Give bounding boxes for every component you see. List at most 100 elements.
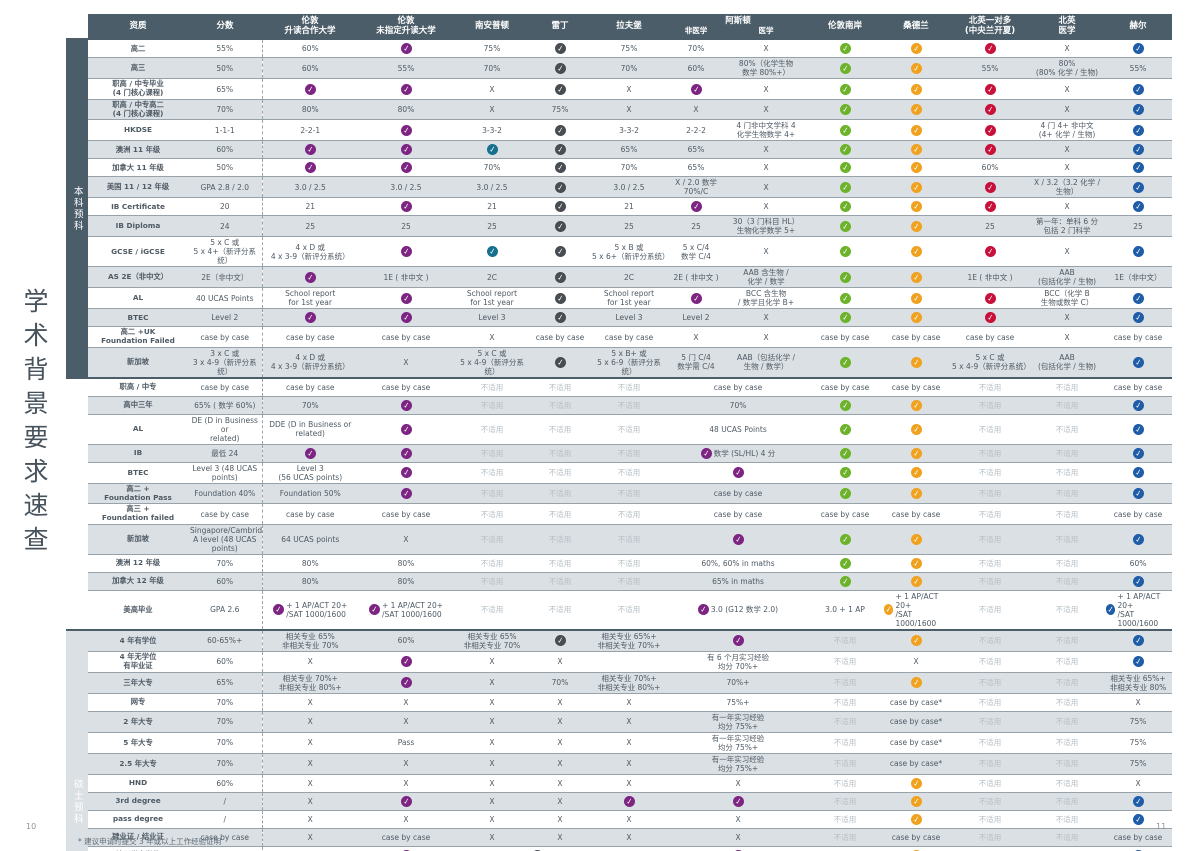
column-header: 分数: [188, 14, 262, 40]
value-cell: School report for 1st year: [261, 287, 358, 310]
value-cell: 60%: [1104, 554, 1173, 573]
cell-content: ✓: [532, 124, 588, 137]
column-header: 伦敦 升读合作大学: [262, 14, 358, 40]
table-row: 三年大专 65% 相关专业 70%+ 非相关专业 80%+ ✓ X 70% 相关专业 70%…: [66, 672, 1173, 694]
table-row: AL 40 UCAS Points School report for 1st ye…: [66, 287, 1173, 310]
value-cell: 70%: [668, 38, 724, 59]
qualification-cell: IB Certificate: [88, 197, 188, 217]
check-icon-or: ✓: [909, 82, 923, 96]
value-cell: X: [724, 308, 809, 328]
value-cell: ✓: [882, 140, 951, 160]
cell-content: ✓: [532, 356, 588, 369]
check-icon-or: ✓: [909, 813, 923, 826]
cell-content: ✓: [884, 143, 948, 157]
value-cell: ✓: [1104, 140, 1173, 160]
value-cell: ✓: [882, 176, 951, 199]
value-cell: X: [1030, 197, 1105, 217]
cell-content: ✓: [884, 533, 948, 546]
value-cell: X: [358, 810, 454, 829]
table-row: 硕士预科 4 年有学位 60-65%+ 相关专业 65% 非相关专业 70% 60% 相关…: [66, 628, 1173, 851]
value-cell: 80%: [261, 572, 358, 591]
value-cell: X: [530, 753, 590, 775]
value-cell: 不适用: [808, 651, 883, 673]
value-cell: X: [454, 651, 530, 673]
check-icon-pu: ✓: [304, 447, 317, 460]
cell-content: ✓: [670, 533, 806, 546]
cell-content: ✓: [810, 62, 880, 75]
value-cell: ✓ + 1 AP/ACT 20+ /SAT 1000/1600: [882, 590, 951, 631]
value-cell: 相关专业 65%+ 非相关专业 80%: [1104, 672, 1173, 694]
value-cell: case by case: [882, 376, 951, 397]
table-row: IB Diploma 24 25 25 25 ✓ 25 25 30（3 门科目 HL） 生物化学…: [66, 215, 1173, 238]
value-cell: case by case: [358, 326, 454, 348]
value-cell: 不适用: [454, 524, 530, 555]
value-cell: X: [261, 774, 358, 793]
value-cell: ✓: [882, 57, 951, 80]
table-row: 2 年大专 70% X X X X X 有一年实习经验 均分 75%+ 不适用 case by c…: [66, 711, 1173, 733]
value-cell: DDE (D in Business or related): [261, 414, 358, 445]
table-row: 职高 / 中专高二 (4 门核心课程) 70% 80% 80% X 75% X X X ✓ ✓ ✓ X ✓: [66, 99, 1173, 121]
value-cell: X: [882, 651, 951, 673]
table-header: 资质 分数 伦敦 升读合作大学 伦敦 未指定升读大学 南安普顿 雷丁 拉夫堡 阿斯顿 伦敦南岸桑…: [66, 14, 1173, 40]
value-cell: 80%: [358, 572, 454, 591]
value-cell: ✓: [950, 78, 1031, 100]
qualification-cell: 新加坡: [88, 347, 188, 379]
table-row: 高中三年 65% ( 数学 60%) 70% ✓ 不适用 不适用 不适用 70% ✓ ✓ 不适用 不适…: [66, 396, 1173, 415]
value-cell: ✓: [808, 57, 883, 80]
cell-content: ✓: [360, 42, 452, 56]
value-cell: X / 3.2（3.2 化学 / 生物）: [1030, 176, 1105, 199]
check-icon-gr: ✓: [838, 292, 852, 305]
cell-content: ✓: [952, 143, 1028, 157]
qualification-cell: 三年大专: [88, 672, 188, 694]
table-row: AL DE (D in Business or related) DDE (D in…: [66, 414, 1173, 445]
qualification-cell: pass degree: [88, 810, 188, 829]
cell-content: ✓: [952, 200, 1028, 214]
value-cell: 70%: [454, 158, 530, 178]
table-row: 职高 / 中专毕业 (4 门核心课程) 65% ✓ ✓ X ✓ X ✓ X ✓ ✓ ✓ X ✓: [66, 78, 1173, 100]
qualification-cell: 职高 / 中专毕业 (4 门核心课程): [88, 78, 188, 100]
check-icon-pu: ✓: [399, 42, 413, 56]
value-cell: 不适用: [530, 554, 590, 573]
cell-content: ✓: [1106, 795, 1170, 808]
value-cell: 65%: [188, 78, 262, 100]
value-cell: 不适用: [590, 444, 668, 463]
value-cell: ✓: [950, 236, 1031, 268]
cell-content: ✓: [1106, 292, 1170, 305]
value-cell: School report for 1st year: [454, 287, 530, 310]
check-icon-bl: ✓: [1131, 311, 1145, 325]
value-cell: ✓: [358, 119, 454, 142]
column-header: 雷丁: [530, 14, 590, 40]
check-icon-dk: ✓: [553, 181, 567, 194]
qualification-cell: 4 年有学位: [88, 628, 188, 652]
value-cell: case by case*: [882, 753, 951, 775]
cell-content: ✓: [1106, 447, 1170, 460]
value-cell: ✓: [950, 99, 1031, 121]
value-cell: ✓: [454, 236, 530, 268]
check-icon-or: ✓: [909, 447, 923, 460]
value-cell: 不适用: [1030, 590, 1105, 631]
cell-content: ✓: [670, 82, 722, 96]
value-cell: 5 x C 或 5 x 4+（新评分系统）: [188, 236, 262, 268]
value-cell: Level 2: [188, 308, 262, 328]
value-cell: ✓: [950, 287, 1031, 310]
value-cell: 不适用: [590, 554, 668, 573]
value-cell: 不适用: [950, 444, 1031, 463]
check-icon-pu: ✓: [731, 533, 745, 546]
value-cell: case by case: [530, 326, 590, 348]
cell-text: + 1 AP/ACT 20+ /SAT 1000/1600: [381, 600, 444, 619]
value-cell: 3-3-2: [454, 119, 530, 142]
table-row: BTEC Level 2 ✓ ✓ Level 3 ✓ Level 3 Level 2 X ✓ ✓ ✓ X…: [66, 308, 1173, 328]
value-cell: 70%: [188, 732, 262, 754]
value-cell: ✓: [808, 347, 883, 379]
check-icon-bl: ✓: [1131, 423, 1145, 436]
cell-content: ✓: [810, 399, 880, 412]
qualification-cell: 加拿大 11 年级: [88, 158, 188, 178]
value-cell: ✓: [668, 197, 724, 217]
cell-text: + 1 AP/ACT 20+ /SAT 1000/1600: [895, 591, 939, 628]
cell-content: ✓: [810, 82, 880, 96]
value-cell: X: [1030, 140, 1105, 160]
value-cell: case by case: [261, 376, 358, 397]
value-cell: 不适用: [530, 462, 590, 484]
check-icon-gr: ✓: [838, 143, 852, 157]
value-cell: 不适用: [950, 554, 1031, 573]
